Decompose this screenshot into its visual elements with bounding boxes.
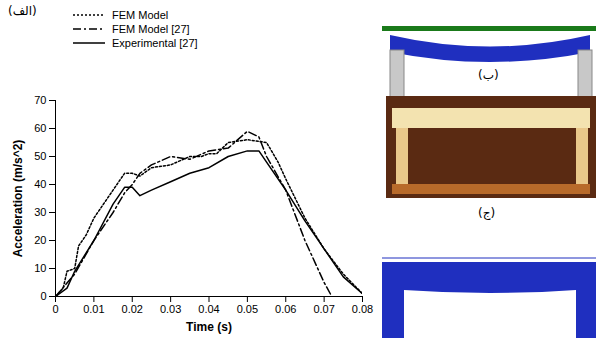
svg-text:0.07: 0.07 [313, 303, 334, 315]
svg-text:60: 60 [34, 122, 46, 134]
svg-text:20: 20 [34, 234, 46, 246]
html-text:FEM Model: FEM Model [112, 9, 169, 21]
svg-text:50: 50 [34, 150, 46, 162]
html-text:(الف): (الف) [8, 4, 37, 18]
svg-text:0.08: 0.08 [352, 303, 373, 315]
html-text:(ب): (ب) [478, 68, 499, 82]
svg-text:Acceleration (m/s^2): Acceleration (m/s^2) [11, 140, 25, 258]
svg-text:0: 0 [40, 290, 46, 302]
svg-text:10: 10 [34, 262, 46, 274]
svg-text:Time (s): Time (s) [186, 320, 232, 334]
svg-text:0.03: 0.03 [160, 303, 181, 315]
html-text:FEM Model [27]: FEM Model [27] [112, 23, 190, 35]
svg-text:0: 0 [52, 303, 58, 315]
svg-text:0.04: 0.04 [198, 303, 219, 315]
svg-text:40: 40 [34, 178, 46, 190]
svg-text:0.06: 0.06 [275, 303, 296, 315]
svg-text:0.02: 0.02 [122, 303, 143, 315]
svg-text:70: 70 [34, 94, 46, 106]
svg-text:30: 30 [34, 206, 46, 218]
html-text:(ج): (ج) [478, 206, 496, 220]
html-text:Experimental [27]: Experimental [27] [112, 37, 198, 49]
svg-text:0.05: 0.05 [237, 303, 258, 315]
svg-text:0.01: 0.01 [83, 303, 104, 315]
